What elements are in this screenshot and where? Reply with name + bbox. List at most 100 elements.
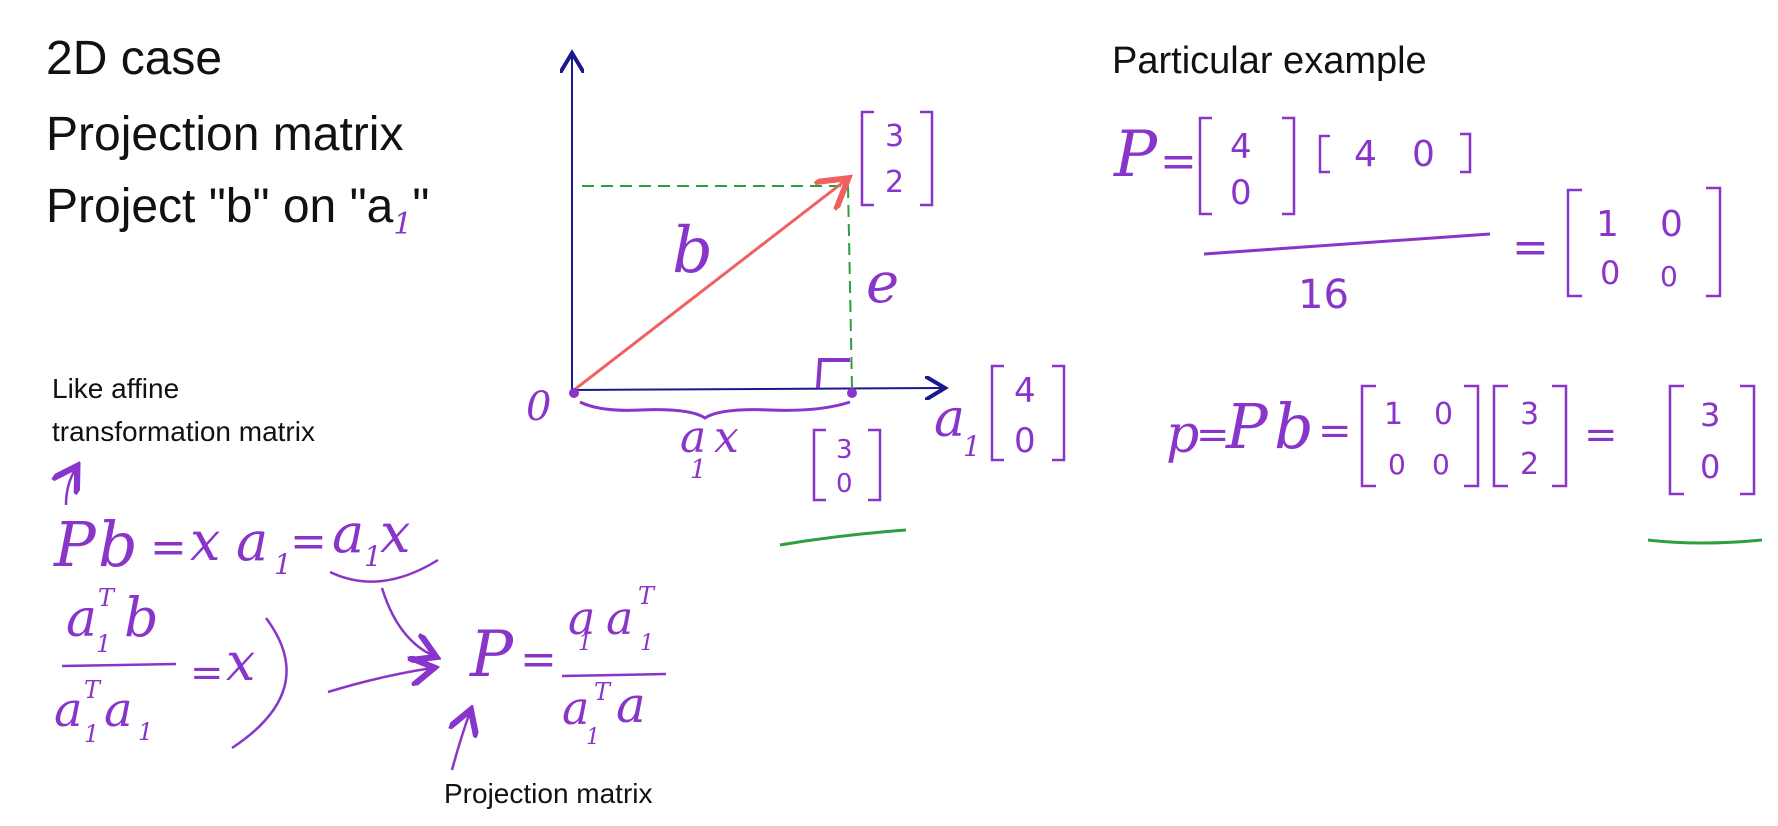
- ex2-p: p: [1166, 405, 1199, 465]
- ex2-r2: 0: [1700, 448, 1720, 486]
- origin-label: 0: [526, 384, 551, 430]
- ex2-m12: 0: [1434, 397, 1453, 432]
- P-def-num-T: T: [638, 582, 656, 610]
- a1x-label-x: x: [714, 412, 739, 463]
- ex1-denominator: 16: [1298, 272, 1349, 318]
- a1-coordinates-matrix: 4 0: [990, 364, 1066, 462]
- frac1-num-sub: 1: [96, 630, 111, 658]
- P-def-num-a1: a: [568, 591, 595, 645]
- ex2-m22: 0: [1432, 448, 1450, 481]
- error-e-label: e: [866, 251, 899, 316]
- x-axis: [571, 388, 943, 390]
- ex1-r12: 0: [1660, 204, 1683, 245]
- ex1-result-matrix: 1 0 0 0: [1566, 186, 1722, 298]
- ex2-m11: 1: [1384, 397, 1403, 432]
- a1x-to-P-arrow: [380, 587, 434, 656]
- frac1-den-T: T: [84, 676, 102, 704]
- vector-b-label: b: [672, 214, 713, 288]
- example-title: Particular example: [1112, 40, 1427, 82]
- ex2-b: b: [1274, 390, 1314, 463]
- proj-coord-y: 0: [836, 469, 853, 499]
- ex1-eq2: =: [1512, 222, 1549, 273]
- right-angle-mark: [816, 358, 850, 389]
- P-def-num-a2: a: [606, 591, 633, 645]
- P-def-den-T: T: [594, 678, 612, 706]
- projection-matrix-label: Projection matrix: [444, 778, 653, 809]
- x-to-P-arrow: [327, 668, 432, 694]
- ex2-P: P: [1225, 390, 1269, 463]
- ex2-m21: 0: [1388, 448, 1406, 481]
- title-line-3-prefix: Project "b" on "a: [46, 180, 394, 233]
- frac1-num-T: T: [98, 584, 116, 612]
- ex1-row-a: 4: [1354, 134, 1377, 175]
- x-bracket: [231, 617, 288, 750]
- title-line-3-suffix: ": [412, 180, 430, 233]
- P-def-num-sub2: 1: [640, 631, 654, 656]
- projection-point-dot: [847, 388, 857, 398]
- frac1-x: x: [226, 633, 255, 693]
- P-def-bar: [561, 672, 667, 678]
- ex2-b1: 3: [1520, 397, 1539, 432]
- eq1-a2-sub: 1: [364, 540, 382, 573]
- ex1-P: P: [1113, 118, 1158, 192]
- eq1-P: P: [53, 508, 97, 581]
- frac1-eq: =: [190, 650, 224, 696]
- ex1-r21: 0: [1600, 254, 1620, 292]
- ex2-eq3: =: [1584, 412, 1618, 458]
- frac1-den-sub2: 1: [138, 718, 153, 746]
- ex1-col-vector: 4 0: [1198, 116, 1296, 216]
- affine-note-line-2: transformation matrix: [52, 416, 315, 447]
- vector-b-arrow: [573, 180, 846, 392]
- P-def-num-sub1: 1: [578, 631, 592, 656]
- affine-note-line-1: Like affine: [52, 373, 180, 404]
- ex1-col-a: 4: [1230, 127, 1252, 167]
- frac1-num-b: b: [124, 586, 159, 649]
- P-def-eq: =: [520, 634, 557, 685]
- ex2-eq1: =: [1196, 412, 1230, 458]
- eq1-a-sub: 1: [274, 548, 292, 581]
- eq1-a: a: [236, 510, 268, 573]
- left-derivation: P b = x a 1 = a 1 x a T 1 b a T 1 a 1 = …: [53, 468, 667, 771]
- a1x-label-a: a: [680, 412, 706, 463]
- a1x-underline: [329, 558, 439, 583]
- ex1-col-b: 0: [1230, 173, 1252, 213]
- eq1-b: b: [98, 508, 138, 581]
- P-def-den-a2: a: [616, 676, 646, 734]
- projection-pointer-arrow: [452, 712, 470, 771]
- eq1-eq2: =: [290, 516, 327, 567]
- ex2-P-matrix: 1 0 0 0: [1360, 384, 1480, 488]
- a1-coord-y: 0: [1014, 421, 1036, 461]
- ex1-eq: =: [1160, 136, 1197, 187]
- a1x-brace: [579, 400, 851, 420]
- ex2-r1: 3: [1700, 396, 1720, 434]
- a1-coord-x: 4: [1014, 371, 1036, 411]
- ex2-eq2: =: [1318, 408, 1352, 454]
- title-line-3-subscript: 1: [393, 207, 413, 242]
- b-coord-y: 2: [885, 165, 904, 200]
- proj-underline: [779, 528, 907, 547]
- title-line-2: Projection matrix: [46, 108, 404, 161]
- origin-dot: [569, 388, 579, 398]
- ex2-result-vector: 3 0: [1668, 384, 1756, 496]
- frac1-den-a2: a: [104, 682, 133, 738]
- eq1-x2: x: [380, 502, 410, 565]
- title-line-3: Project "b" on "a1": [46, 178, 429, 254]
- a1x-label-sub: 1: [690, 455, 707, 485]
- a1-label-sub: 1: [963, 430, 981, 463]
- eq1-x: x: [190, 510, 220, 573]
- b-coord-x: 3: [885, 119, 904, 154]
- ex1-row-vector: 4 0: [1318, 132, 1472, 175]
- b-coordinates-matrix: 3 2: [860, 110, 934, 207]
- error-dashed-line: [847, 185, 853, 389]
- frac1-bar: [61, 662, 177, 668]
- coordinate-diagram: 0 b e 3 2 a x 1 3 0 a 1 4 0: [526, 55, 1066, 547]
- proj-coord-x: 3: [836, 435, 853, 465]
- ex2-b2: 2: [1520, 447, 1539, 482]
- ex1-r11: 1: [1596, 204, 1619, 245]
- frac1-den-sub: 1: [84, 720, 99, 748]
- title-line-1: 2D case: [46, 32, 223, 85]
- ex1-row-b: 0: [1412, 134, 1435, 175]
- ex1-r22: 0: [1660, 260, 1678, 293]
- frac1-num-a: a: [66, 589, 97, 649]
